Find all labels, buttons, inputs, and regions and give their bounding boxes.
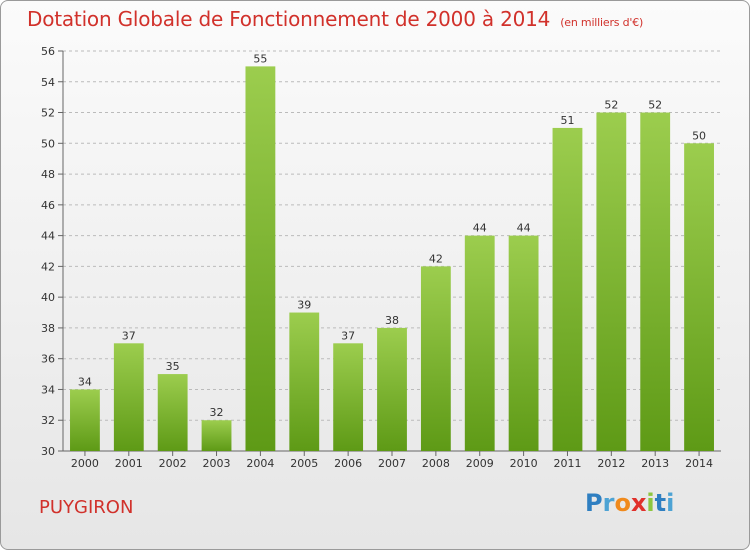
x-tick-label: 2005	[290, 457, 318, 470]
y-tick-label: 36	[41, 353, 55, 366]
data-label: 51	[560, 114, 574, 127]
y-tick-label: 32	[41, 414, 55, 427]
data-label: 42	[429, 252, 443, 265]
data-label: 32	[210, 406, 224, 419]
bar	[508, 235, 539, 451]
x-tick-label: 2011	[553, 457, 581, 470]
data-label: 37	[341, 329, 355, 342]
x-tick-label: 2003	[203, 457, 231, 470]
data-label: 34	[78, 375, 92, 388]
logo-letter: r	[602, 489, 615, 517]
y-tick-label: 40	[41, 291, 55, 304]
bar	[289, 312, 320, 451]
bar	[640, 112, 671, 452]
chart-title: Dotation Globale de Fonctionnement de 20…	[27, 7, 643, 31]
bar	[684, 143, 714, 452]
bar	[377, 327, 407, 451]
data-label: 55	[253, 52, 267, 65]
data-label: 35	[166, 360, 180, 373]
x-tick-label: 2010	[510, 457, 538, 470]
data-label: 50	[692, 129, 706, 142]
bars	[70, 66, 714, 452]
x-tick-label: 2012	[597, 457, 625, 470]
data-label: 44	[473, 222, 487, 235]
y-tick-label: 42	[41, 260, 55, 273]
x-tick-label: 2006	[334, 457, 362, 470]
bar	[157, 374, 188, 451]
y-tick-label: 56	[41, 45, 55, 58]
x-tick-label: 2004	[246, 457, 274, 470]
data-label: 37	[122, 329, 136, 342]
data-label: 52	[604, 99, 618, 112]
data-label: 44	[517, 222, 531, 235]
logo-letter: x	[630, 489, 647, 517]
x-tick-label: 2013	[641, 457, 669, 470]
bar	[333, 343, 364, 451]
y-tick-label: 52	[41, 107, 55, 120]
y-tick-label: 50	[41, 137, 55, 150]
x-tick-label: 2000	[71, 457, 99, 470]
x-tick-label: 2014	[685, 457, 713, 470]
labels: 34 37 35 32 55 39 37 38 42 44 44 51 52 52 50	[78, 52, 706, 419]
x-tick-label: 2001	[115, 457, 143, 470]
y-tick-label: 48	[41, 168, 55, 181]
y-tick-label: 46	[41, 199, 55, 212]
y-tick-label: 44	[41, 230, 55, 243]
bar	[596, 112, 627, 452]
logo-letter: i	[666, 489, 675, 517]
data-label: 52	[648, 99, 662, 112]
data-label: 38	[385, 314, 399, 327]
bar	[552, 127, 583, 451]
x-tick-label: 2002	[159, 457, 187, 470]
y-tick-label: 30	[41, 445, 55, 458]
logo-letter: o	[614, 489, 631, 517]
y-tick-label: 38	[41, 322, 55, 335]
y-tick-label: 34	[41, 383, 55, 396]
y-tick-label: 54	[41, 76, 55, 89]
bar	[201, 420, 232, 451]
data-label: 39	[297, 299, 311, 312]
proxiti-logo[interactable]: Proxiti	[585, 489, 674, 517]
axes: 30 32 34 36 38 40 42 44 46 48 50 52 54 56 2000 2001 2002…	[41, 45, 721, 470]
logo-letter: P	[585, 489, 603, 517]
chart-subtitle: (en milliers d'€)	[560, 16, 644, 29]
logo-letter: t	[654, 489, 667, 517]
logo-letter: i	[646, 489, 655, 517]
commune-name: PUYGIRON	[39, 497, 134, 518]
bar	[420, 266, 451, 451]
bar	[464, 235, 495, 451]
bar	[70, 389, 100, 451]
x-tick-label: 2008	[422, 457, 450, 470]
bar	[113, 343, 144, 451]
x-tick-label: 2007	[378, 457, 406, 470]
chart-title-text: Dotation Globale de Fonctionnement de 20…	[27, 7, 551, 31]
x-tick-label: 2009	[466, 457, 494, 470]
bar	[245, 66, 276, 451]
